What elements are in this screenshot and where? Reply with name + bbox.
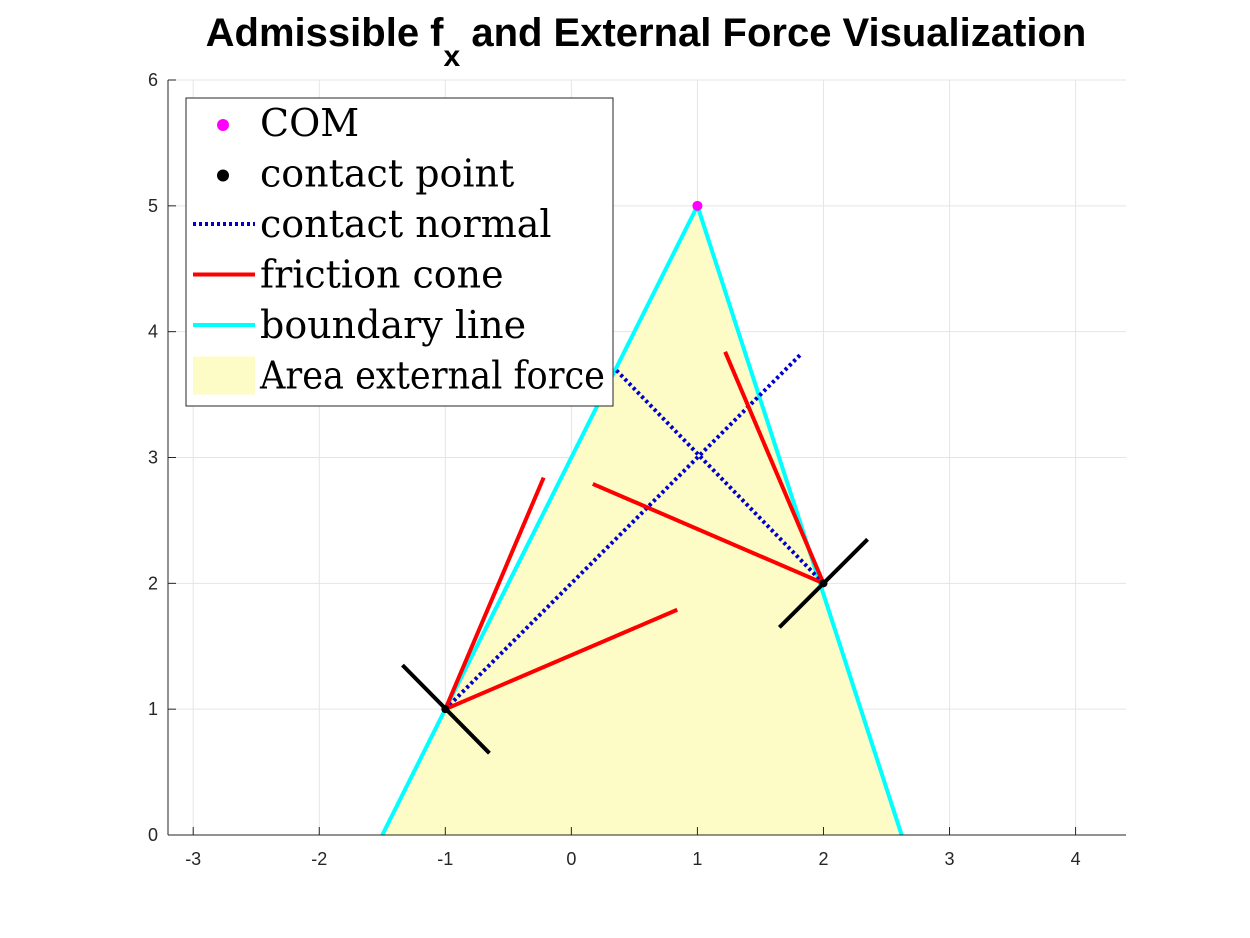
legend-area-external-force-label: Area external force — [259, 354, 605, 398]
x-tick-label-3: 0 — [566, 849, 576, 869]
legend-contact-point-label: contact point — [260, 152, 514, 196]
legend-friction-cone-label: friction cone — [260, 253, 504, 297]
boundary-line-0 — [380, 204, 700, 836]
contact-point-1 — [819, 579, 828, 588]
friction-cone-3 — [592, 482, 825, 586]
y-tick-label-1: 1 — [148, 699, 158, 719]
legend-com-marker — [217, 119, 229, 131]
point-layer — [441, 200, 828, 714]
legend-com-label: COM — [260, 101, 359, 145]
plot-area: -3 -2 -1 0 1 2 3 4 0 1 2 3 4 5 6 — [148, 70, 1126, 869]
y-tick-label-6: 6 — [148, 70, 158, 90]
friction-cone-2 — [723, 351, 826, 585]
x-tick-label-5: 2 — [818, 849, 828, 869]
area-layer — [382, 205, 902, 836]
y-tick-label-4: 4 — [148, 322, 158, 342]
contact-point-0 — [441, 705, 450, 714]
legend-area-external-force-marker — [193, 356, 255, 395]
x-tick-label-1: -2 — [311, 849, 327, 869]
contact-normal-1 — [614, 368, 825, 585]
title-subscript: x — [444, 40, 461, 73]
y-tick-label-2: 2 — [148, 573, 158, 593]
x-tick-label-2: -1 — [437, 849, 453, 869]
x-tick-label-0: -3 — [185, 849, 201, 869]
com-point — [692, 200, 703, 211]
tick-labels: -3 -2 -1 0 1 2 3 4 0 1 2 3 4 5 6 — [148, 70, 1081, 869]
legend-contact-normal-label: contact normal — [260, 202, 552, 246]
title-prefix: Admissible f — [206, 11, 445, 55]
y-tick-label-5: 5 — [148, 196, 158, 216]
x-tick-label-7: 4 — [1071, 849, 1081, 869]
legend-box — [185, 97, 614, 407]
y-tick-label-3: 3 — [148, 448, 158, 468]
friction-cone-1 — [444, 607, 679, 712]
boundary-line-1 — [695, 205, 904, 836]
area-external-force — [382, 205, 902, 836]
legend: COM contact point contact normal friction c… — [185, 97, 614, 407]
friction-cone-0 — [443, 476, 546, 710]
axes-lines — [167, 79, 1126, 836]
y-tick-label-0: 0 — [148, 825, 158, 845]
title-suffix: and External Force Visualization — [460, 11, 1086, 55]
legend-items: COM contact point contact normal friction c… — [193, 101, 605, 398]
x-tick-label-4: 1 — [692, 849, 702, 869]
chart-title: Admissible fx and External Force Visuali… — [206, 11, 1087, 73]
boundary-layer — [380, 204, 904, 836]
legend-contact-point-marker — [217, 169, 229, 182]
normal-layer — [443, 352, 825, 711]
x-tick-label-6: 3 — [945, 849, 955, 869]
friction-cone-layer — [443, 351, 826, 712]
legend-boundary-line-label: boundary line — [260, 303, 526, 347]
